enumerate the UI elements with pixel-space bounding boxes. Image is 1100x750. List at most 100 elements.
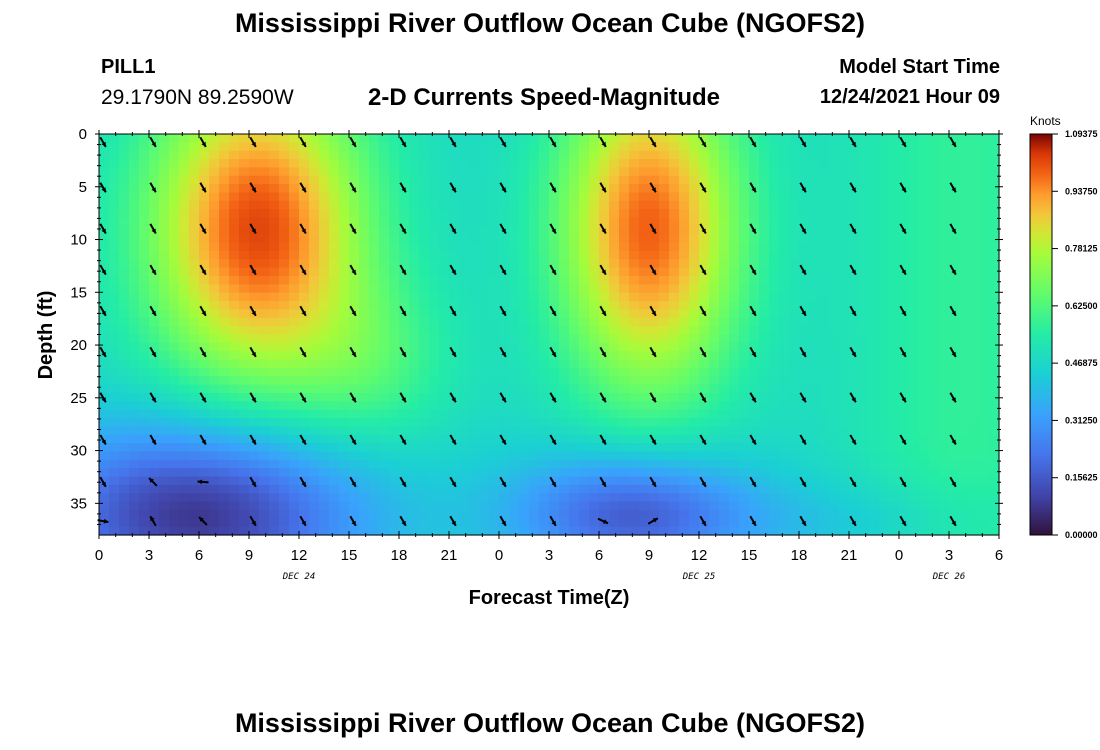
heatmap-cell: [679, 451, 690, 461]
heatmap-cell: [369, 351, 380, 361]
heatmap-cell: [769, 484, 780, 494]
heatmap-cell: [809, 359, 820, 369]
current-arrow: [449, 264, 457, 276]
heatmap-cell: [669, 426, 680, 436]
heatmap-cell: [209, 526, 220, 536]
heatmap-cell: [209, 484, 220, 494]
heatmap-cell: [559, 317, 570, 327]
heatmap-cell: [409, 284, 420, 294]
heatmap-cell: [489, 276, 500, 285]
heatmap-cell: [99, 334, 110, 344]
heatmap-cell: [949, 192, 960, 202]
heatmap-cell: [269, 242, 280, 252]
heatmap-cell: [229, 359, 240, 369]
heatmap-cell: [189, 526, 200, 536]
heatmap-cell: [639, 351, 650, 361]
heatmap-cell: [159, 159, 170, 169]
current-arrow: [599, 476, 607, 488]
heatmap-cell: [369, 150, 380, 160]
heatmap-cell: [449, 434, 460, 444]
heatmap-cell: [309, 250, 320, 260]
heatmap-cell: [189, 334, 200, 344]
heatmap-cell: [899, 476, 910, 486]
heatmap-cell: [619, 259, 630, 269]
heatmap-cell: [319, 476, 330, 486]
heatmap-cell: [719, 159, 730, 169]
heatmap-cell: [429, 392, 440, 402]
heatmap-cell: [669, 267, 680, 277]
heatmap-cell: [409, 334, 420, 344]
heatmap-cell: [909, 459, 920, 469]
current-arrow: [699, 476, 707, 488]
heatmap-cell: [679, 359, 690, 369]
heatmap-cell: [569, 134, 580, 143]
heatmap-cell: [139, 276, 150, 285]
heatmap-cell: [719, 334, 730, 344]
arrow-head: [451, 269, 456, 275]
heatmap-cell: [309, 301, 320, 311]
heatmap-cell: [569, 276, 580, 285]
heatmap-cell: [409, 225, 420, 235]
heatmap-cell: [249, 209, 260, 219]
heatmap-cell: [289, 501, 300, 511]
heatmap-cell: [229, 209, 240, 219]
heatmap-cell: [719, 217, 730, 227]
current-arrow: [899, 392, 907, 403]
heatmap-cell: [609, 167, 620, 177]
heatmap-cell: [179, 443, 190, 453]
heatmap-cell: [559, 134, 570, 143]
heatmap-cell: [449, 242, 460, 252]
heatmap-cell: [189, 142, 200, 152]
heatmap-cell: [769, 359, 780, 369]
heatmap-cell: [369, 292, 380, 302]
arrow-head: [451, 187, 456, 193]
heatmap-cell: [219, 434, 230, 444]
heatmap-cell: [389, 234, 400, 244]
heatmap-cell: [469, 518, 480, 528]
heatmap-cell: [279, 418, 290, 427]
heatmap-cell: [779, 359, 790, 369]
heatmap-cell: [729, 409, 740, 419]
heatmap-cell: [609, 259, 620, 269]
heatmap-cell: [329, 392, 340, 402]
heatmap-cell: [949, 476, 960, 486]
heatmap-cell: [309, 242, 320, 252]
heatmap-cell: [839, 234, 850, 244]
heatmap-cell: [879, 142, 890, 152]
heatmap-cell: [619, 426, 630, 436]
heatmap-cell: [439, 309, 450, 319]
heatmap-cell: [129, 267, 140, 277]
heatmap-cell: [399, 384, 410, 394]
heatmap-cell: [579, 501, 590, 511]
heatmap-cell: [919, 342, 930, 352]
current-arrow: [199, 434, 207, 446]
heatmap-cell: [169, 175, 180, 185]
heatmap-cell: [719, 476, 730, 486]
current-arrow: [399, 305, 407, 317]
heatmap-cell: [879, 159, 890, 169]
heatmap-cell: [109, 401, 120, 411]
heatmap-cell: [899, 175, 910, 185]
heatmap-cell: [509, 367, 520, 377]
heatmap-cell: [249, 217, 260, 227]
heatmap-cell: [339, 426, 350, 436]
heatmap-cell: [679, 250, 690, 260]
heatmap-cell: [329, 309, 340, 319]
heatmap-cell: [229, 175, 240, 185]
arrow-head: [751, 228, 756, 234]
heatmap-cell: [559, 476, 570, 486]
heatmap-cell: [239, 501, 250, 511]
heatmap-cell: [769, 342, 780, 352]
current-arrow: [849, 515, 857, 527]
heatmap-cell: [769, 501, 780, 511]
heatmap-cell: [529, 367, 540, 377]
heatmap-cell: [619, 301, 630, 311]
heatmap-cell: [839, 518, 850, 528]
heatmap-cell: [729, 267, 740, 277]
heatmap-cell: [819, 518, 830, 528]
heatmap-cell: [349, 401, 360, 411]
heatmap-cell: [949, 401, 960, 411]
heatmap-cell: [179, 250, 190, 260]
heatmap-cell: [739, 142, 750, 152]
heatmap-cell: [509, 209, 520, 219]
